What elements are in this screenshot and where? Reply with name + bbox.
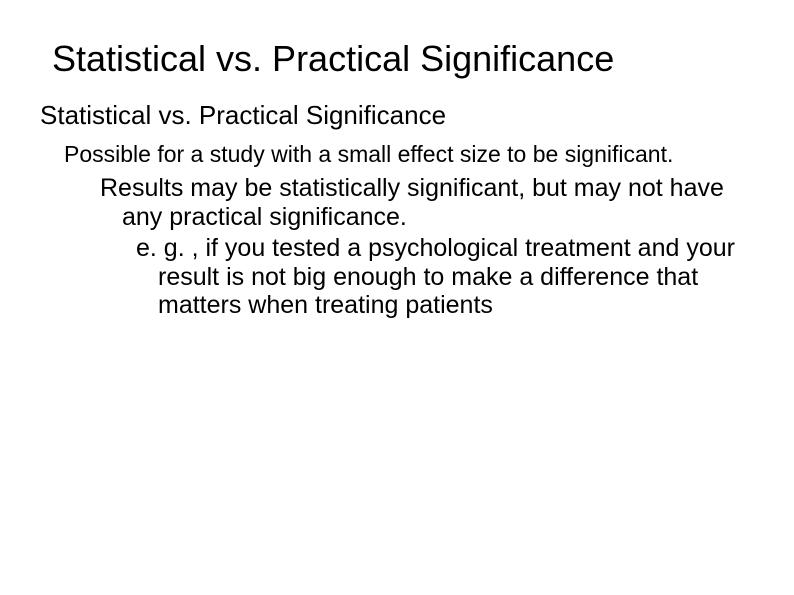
bullet-level-2: Results may be statistically significant… (100, 174, 754, 232)
slide-title: Statistical vs. Practical Significance (52, 38, 754, 79)
bullet-level-3: e. g. , if you tested a psychological tr… (136, 234, 754, 320)
slide: Statistical vs. Practical Significance S… (0, 0, 794, 595)
bullet-level-1: Possible for a study with a small effect… (64, 141, 754, 168)
slide-subtitle: Statistical vs. Practical Significance (40, 101, 754, 131)
